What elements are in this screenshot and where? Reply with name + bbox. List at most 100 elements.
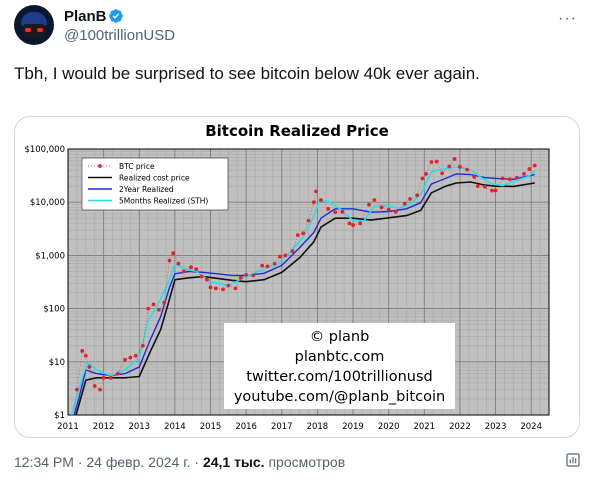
btc-price-link bbox=[76, 350, 83, 390]
avatar-eye-left bbox=[25, 28, 31, 32]
btc-price-point bbox=[83, 353, 88, 358]
btc-price-point bbox=[367, 202, 371, 207]
btc-price-point bbox=[347, 221, 352, 226]
avatar-cap bbox=[21, 12, 47, 26]
btc-price-point bbox=[194, 267, 199, 272]
btc-price-point bbox=[319, 198, 323, 202]
realized-price-chart: Bitcoin Realized Price $1 $10 $100 $1,000 $10… bbox=[24, 122, 550, 437]
btc-price-point bbox=[101, 375, 106, 380]
btc-price-link bbox=[142, 308, 149, 346]
btc-price-point bbox=[326, 206, 330, 211]
y-tick-label: $10,000 bbox=[30, 198, 65, 208]
btc-price-link bbox=[73, 389, 78, 415]
btc-price-point bbox=[123, 357, 127, 362]
x-tick-label: 2017 bbox=[271, 422, 293, 432]
btc-price-point bbox=[424, 172, 428, 176]
btc-price-point bbox=[458, 165, 462, 169]
btc-price-point bbox=[490, 188, 494, 193]
btc-price-point bbox=[379, 205, 384, 210]
btc-price-point bbox=[333, 210, 338, 215]
x-tick-label: 2012 bbox=[93, 422, 115, 432]
btc-price-point bbox=[140, 343, 145, 348]
btc-price-point bbox=[208, 285, 213, 290]
avatar-eye-right bbox=[37, 28, 43, 32]
btc-price-point bbox=[189, 265, 193, 270]
more-icon[interactable]: ··· bbox=[558, 10, 577, 27]
author-handle[interactable]: @100trillionUSD bbox=[64, 27, 176, 44]
btc-price-point bbox=[500, 176, 505, 181]
legend-label: 2Year Realized bbox=[119, 185, 174, 194]
x-tick-label: 2011 bbox=[57, 422, 79, 432]
tweet-date[interactable]: 24 февр. 2024 г. bbox=[86, 454, 191, 470]
btc-price-point bbox=[151, 302, 156, 307]
btc-price-point bbox=[472, 174, 477, 179]
x-tick-label: 2022 bbox=[449, 422, 471, 432]
btc-price-link bbox=[425, 161, 432, 175]
btc-price-link bbox=[302, 220, 309, 234]
btc-price-point bbox=[351, 223, 355, 228]
y-tick-label: $10 bbox=[49, 358, 65, 368]
views-label: просмотров bbox=[268, 454, 346, 470]
meta-separator: · bbox=[77, 454, 87, 470]
author-name[interactable]: PlanB bbox=[64, 8, 107, 25]
btc-price-point bbox=[167, 258, 172, 263]
btc-price-point bbox=[70, 434, 74, 437]
btc-price-link bbox=[148, 304, 154, 309]
legend-swatch bbox=[98, 164, 102, 168]
btc-price-point bbox=[408, 197, 412, 201]
btc-price-point bbox=[238, 275, 243, 280]
stats-icon[interactable] bbox=[565, 452, 581, 468]
btc-price-point bbox=[482, 184, 487, 189]
btc-price-link bbox=[529, 165, 535, 170]
watermark-line: twitter.com/100trillionusd bbox=[246, 369, 432, 385]
btc-price-point bbox=[221, 287, 225, 292]
tweet-meta: 12:34 PM · 24 февр. 2024 г. · 24,1 тыс. … bbox=[14, 454, 345, 470]
btc-price-link bbox=[215, 288, 224, 290]
x-tick-label: 2021 bbox=[413, 422, 435, 432]
meta-separator: · bbox=[194, 454, 203, 470]
btc-price-point bbox=[80, 349, 85, 353]
x-tick-label: 2020 bbox=[378, 422, 400, 432]
btc-price-link bbox=[502, 178, 510, 180]
btc-price-point bbox=[420, 176, 425, 181]
y-tick-label: $1,000 bbox=[35, 251, 65, 261]
plot-frame bbox=[67, 148, 550, 416]
btc-price-link bbox=[85, 355, 90, 368]
btc-price-link bbox=[342, 211, 350, 224]
btc-price-point bbox=[213, 286, 218, 291]
btc-price-link bbox=[395, 203, 405, 212]
x-tick-label: 2016 bbox=[235, 422, 257, 432]
btc-price-point bbox=[447, 164, 452, 169]
tweet-media[interactable]: Bitcoin Realized Price $1 $10 $100 $1,000 $10… bbox=[14, 116, 580, 438]
x-tick-label: 2018 bbox=[307, 422, 329, 432]
btc-price-point bbox=[244, 272, 249, 277]
btc-price-point bbox=[311, 200, 316, 205]
watermark-box bbox=[224, 323, 455, 409]
legend-box bbox=[81, 157, 229, 211]
tweet-time[interactable]: 12:34 PM bbox=[14, 454, 74, 470]
watermark-line: planbtc.com bbox=[295, 349, 385, 365]
verified-badge-icon bbox=[109, 9, 123, 23]
avatar[interactable] bbox=[14, 5, 54, 45]
btc-price-point bbox=[205, 277, 209, 282]
btc-price-point bbox=[260, 263, 265, 268]
legend-label: Realized cost price bbox=[119, 174, 190, 183]
btc-price-point bbox=[440, 171, 445, 176]
watermark-line: © planb bbox=[310, 329, 370, 345]
btc-price-point bbox=[265, 264, 270, 269]
btc-price-point bbox=[527, 167, 532, 171]
btc-price-point bbox=[475, 184, 480, 189]
btc-price-point bbox=[429, 160, 434, 164]
series-line-2 bbox=[73, 173, 535, 415]
btc-price-point bbox=[522, 172, 526, 176]
legend-label: 5Months Realized (STH) bbox=[119, 197, 208, 206]
btc-price-link bbox=[477, 185, 485, 188]
btc-price-point bbox=[493, 188, 498, 193]
btc-price-point bbox=[358, 221, 363, 226]
y-tick-label: $100 bbox=[43, 305, 65, 315]
btc-price-link bbox=[172, 253, 179, 264]
btc-price-link bbox=[240, 274, 247, 278]
btc-price-point bbox=[75, 387, 79, 392]
btc-price-point bbox=[115, 371, 120, 376]
btc-price-point bbox=[340, 209, 345, 214]
